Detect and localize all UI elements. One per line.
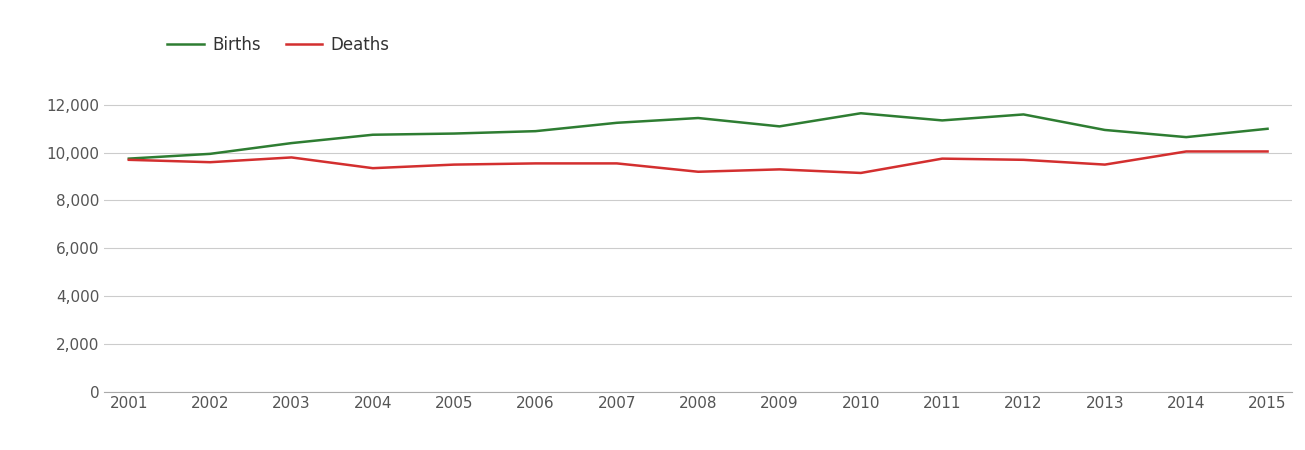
Births xyxy=(853,111,869,116)
Deaths xyxy=(771,166,787,172)
Births xyxy=(365,132,381,137)
Births xyxy=(609,120,625,126)
Births xyxy=(1015,112,1031,117)
Births xyxy=(690,115,706,121)
Births xyxy=(771,124,787,129)
Deaths xyxy=(1259,149,1275,154)
Births xyxy=(934,118,950,123)
Deaths xyxy=(853,170,869,176)
Births xyxy=(283,140,299,146)
Deaths xyxy=(527,161,543,166)
Deaths xyxy=(609,161,625,166)
Deaths xyxy=(365,166,381,171)
Legend: Births, Deaths: Births, Deaths xyxy=(161,29,397,60)
Deaths xyxy=(121,157,137,162)
Births xyxy=(446,131,462,136)
Births xyxy=(202,151,218,157)
Line: Births: Births xyxy=(129,113,1267,159)
Deaths xyxy=(1178,149,1194,154)
Deaths xyxy=(283,155,299,160)
Deaths xyxy=(690,169,706,175)
Deaths xyxy=(202,159,218,165)
Births xyxy=(1098,127,1113,133)
Births xyxy=(1178,135,1194,140)
Deaths xyxy=(1098,162,1113,167)
Line: Deaths: Deaths xyxy=(129,152,1267,173)
Births xyxy=(1259,126,1275,131)
Deaths xyxy=(934,156,950,162)
Deaths xyxy=(446,162,462,167)
Births xyxy=(527,128,543,134)
Deaths xyxy=(1015,157,1031,162)
Births xyxy=(121,156,137,162)
